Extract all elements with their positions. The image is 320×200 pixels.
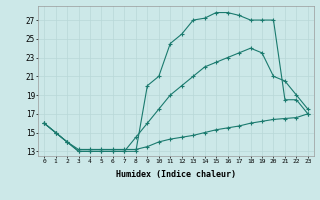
- X-axis label: Humidex (Indice chaleur): Humidex (Indice chaleur): [116, 170, 236, 179]
